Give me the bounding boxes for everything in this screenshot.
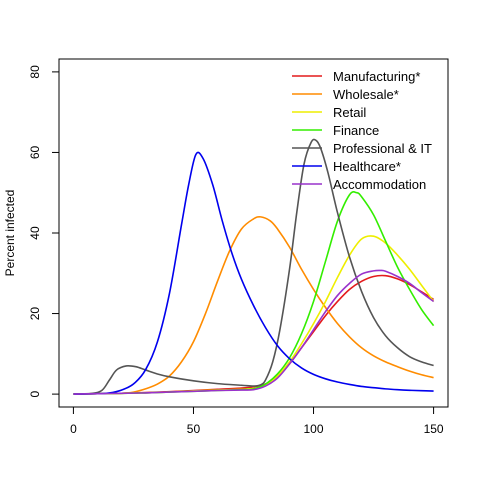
y-tick-label: 40 bbox=[28, 226, 42, 240]
x-axis: 0 50 100 150 bbox=[70, 406, 444, 436]
y-tick-label: 0 bbox=[28, 390, 42, 397]
x-tick-label: 100 bbox=[304, 422, 324, 436]
legend-label: Retail bbox=[333, 105, 366, 120]
legend-label: Manufacturing* bbox=[333, 69, 420, 84]
series-line-6 bbox=[73, 269, 435, 395]
series-line-4 bbox=[73, 138, 434, 395]
y-tick-label: 60 bbox=[28, 145, 42, 159]
series-layer bbox=[73, 138, 435, 395]
y-axis-title: Percent infected bbox=[3, 190, 17, 277]
legend-label: Professional & IT bbox=[333, 141, 432, 156]
x-tick-label: 0 bbox=[70, 422, 77, 436]
x-tick-label: 150 bbox=[424, 422, 444, 436]
legend-label: Wholesale* bbox=[333, 87, 399, 102]
series-line-1 bbox=[73, 215, 434, 395]
legend-label: Healthcare* bbox=[333, 159, 401, 174]
series-line-5 bbox=[73, 151, 434, 395]
y-tick-label: 80 bbox=[28, 65, 42, 79]
plot-area bbox=[58, 58, 449, 408]
x-tick-label: 50 bbox=[187, 422, 201, 436]
y-axis: 0 20 40 60 80 bbox=[28, 65, 60, 397]
y-tick-label: 20 bbox=[28, 307, 42, 321]
legend-label: Finance bbox=[333, 123, 379, 138]
legend-label: Accommodation bbox=[333, 177, 426, 192]
legend: Manufacturing* Wholesale* Retail Finance Pro… bbox=[292, 69, 432, 192]
